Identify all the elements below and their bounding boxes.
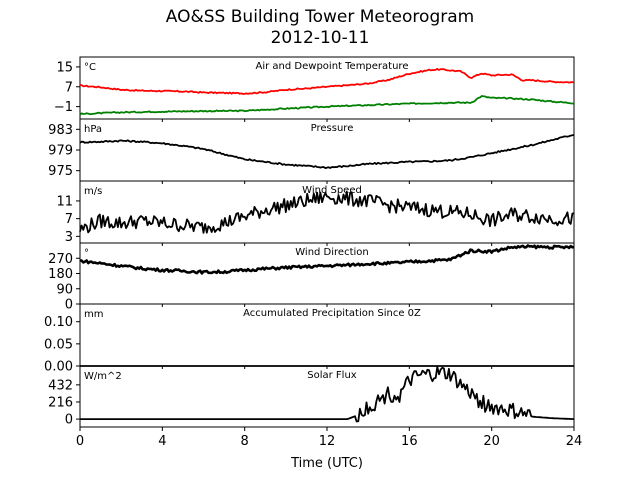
panel-unit-label-5: W/m^2: [84, 371, 122, 382]
y-tick-label-1-0: 983: [48, 123, 73, 138]
panel-unit-label-4: mm: [84, 309, 103, 320]
panel-unit-label-0: °C: [84, 62, 96, 73]
y-tick-label-0-0: 15: [56, 60, 73, 75]
y-tick-label-3-1: 180: [48, 267, 73, 282]
x-axis-label: Time (UTC): [290, 456, 363, 471]
panel-title-0: Air and Dewpoint Temperature: [256, 61, 409, 72]
series-line-1-0: [79, 134, 575, 170]
figure-subtitle: 2012-10-11: [270, 28, 370, 48]
x-tick-label-2: 8: [241, 434, 249, 449]
series-line-2-0: [79, 190, 575, 234]
y-tick-label-3-0: 270: [48, 252, 73, 267]
panel-title-4: Accumulated Precipitation Since 0Z: [243, 308, 421, 319]
y-tick-label-4-2: 0.00: [44, 360, 73, 375]
x-tick-label-5: 20: [483, 434, 500, 449]
figure-title: AO&SS Building Tower Meteorogram: [165, 7, 475, 27]
panel-title-3: Wind Direction: [295, 247, 369, 258]
y-tick-label-0-2: −1: [54, 100, 73, 115]
series-line-0-0: [79, 68, 575, 95]
series-line-3-0: [79, 244, 575, 275]
x-tick-label-6: 24: [566, 434, 583, 449]
series-line-0-1: [79, 95, 575, 116]
y-tick-label-3-3: 0: [65, 298, 73, 313]
y-tick-label-5-0: 432: [48, 378, 73, 393]
y-tick-label-4-0: 0.10: [44, 315, 73, 330]
panel-title-1: Pressure: [311, 123, 354, 134]
panel-unit-label-1: hPa: [84, 124, 102, 135]
y-tick-label-1-1: 979: [48, 144, 73, 159]
panel-title-5: Solar Flux: [307, 370, 357, 381]
series-line-5-0: [80, 365, 575, 423]
x-tick-label-3: 12: [319, 434, 336, 449]
y-tick-label-1-2: 975: [48, 164, 73, 179]
x-tick-label-1: 4: [158, 434, 166, 449]
y-tick-label-5-2: 0: [65, 413, 73, 428]
y-tick-label-2-0: 11: [56, 194, 73, 209]
y-tick-label-2-1: 7: [65, 212, 73, 227]
x-tick-label-0: 0: [76, 434, 84, 449]
y-tick-label-2-2: 3: [65, 230, 73, 245]
y-tick-label-5-1: 216: [48, 395, 73, 410]
x-tick-label-4: 16: [401, 434, 418, 449]
panel-unit-label-2: m/s: [84, 186, 102, 197]
y-tick-label-4-1: 0.05: [44, 337, 73, 352]
panel-title-2: Wind Speed: [302, 185, 362, 196]
y-tick-label-0-1: 7: [65, 80, 73, 95]
y-tick-label-3-2: 90: [56, 282, 73, 297]
panel-unit-label-3: °: [84, 248, 89, 259]
